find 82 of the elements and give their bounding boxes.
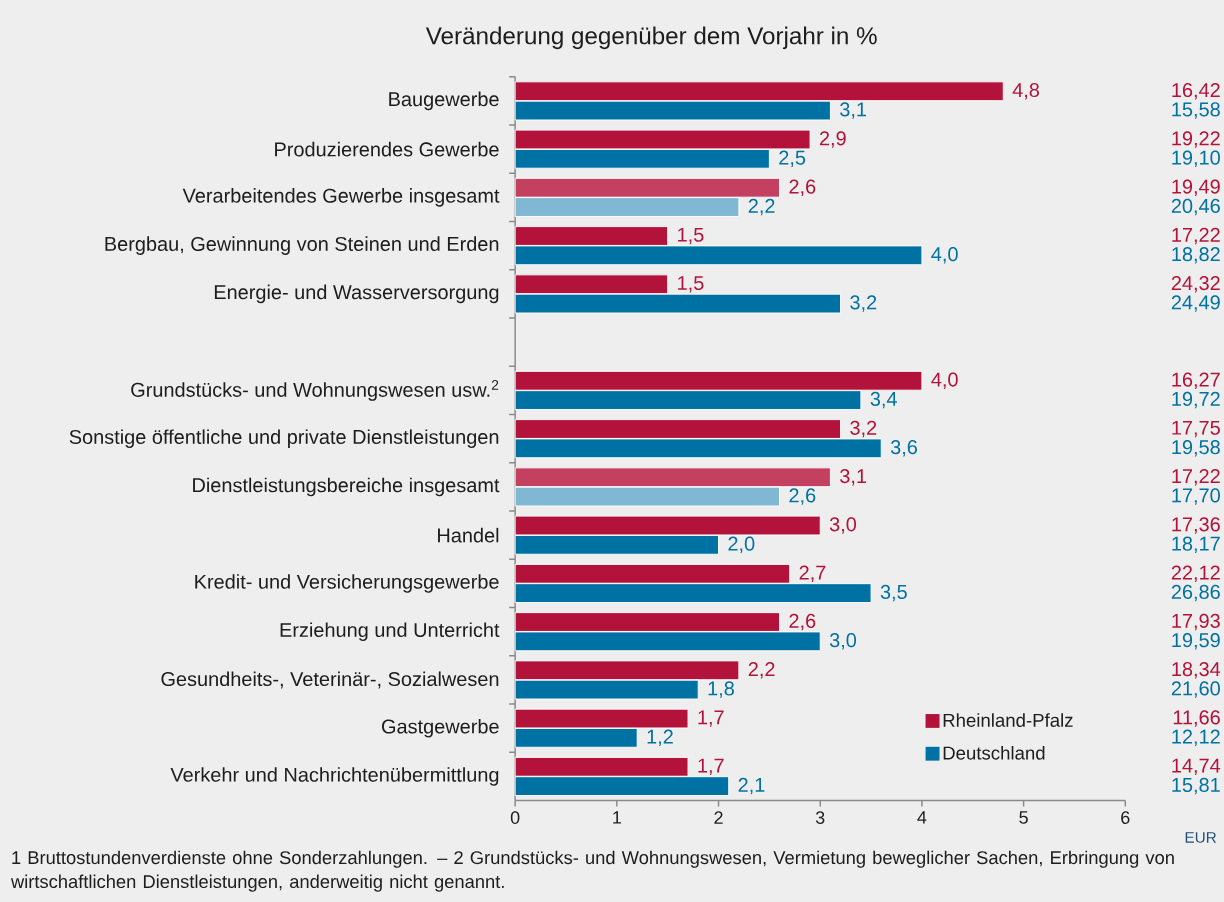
y-tick-label: Verkehr und Nachrichtenübermittlung — [170, 767, 499, 786]
data-label: 3,6 — [890, 439, 917, 457]
text: 16,27 — [1172, 372, 1220, 389]
chart-title: Veränderung gegenüber dem Vorjahr in % — [425, 26, 877, 50]
text: 16,42 — [1172, 82, 1220, 100]
legend-label: Rheinland-Pfalz — [943, 713, 1073, 727]
text: 17,75 — [1172, 420, 1220, 438]
text: 21,60 — [1171, 681, 1220, 698]
text: 20,46 — [1171, 198, 1220, 216]
y-tick-label: Erziehung und Unterricht — [280, 622, 500, 641]
text: 19,22 — [1172, 131, 1220, 148]
y-tick-label: Verarbeitendes Gewerbe insgesamt — [182, 187, 500, 207]
x-tick-label: 2 — [714, 811, 723, 824]
data-label: 3,2 — [850, 295, 877, 312]
x-tick-label: 4 — [917, 811, 927, 824]
x-tick-label: 0 — [510, 811, 520, 824]
text: 24,49 — [1171, 295, 1220, 312]
y-tick-label: Kredit- und Versicherungsgewerbe — [195, 574, 499, 593]
data-label: 3,1 — [840, 102, 867, 119]
text: 19,10 — [1172, 150, 1220, 167]
data-label: 3,0 — [829, 632, 857, 650]
data-label: 2,0 — [728, 536, 755, 553]
text: 22,12 — [1171, 565, 1220, 582]
legend-label: Deutschland — [943, 745, 1045, 760]
text: 17,93 — [1172, 613, 1220, 631]
data-label: 1,5 — [678, 276, 704, 293]
text: 19,59 — [1172, 632, 1220, 650]
data-label: 2,2 — [748, 661, 775, 679]
text: 26,86 — [1171, 584, 1220, 602]
y-tick-label: Produzierendes Gewerbe — [275, 141, 499, 157]
text: 17,22 — [1172, 468, 1220, 486]
data-label: 1,5 — [678, 227, 704, 245]
data-label: 2,2 — [748, 198, 775, 216]
y-tick-label: Baugewerbe — [389, 91, 499, 111]
y-tick-label: Gastgewerbe — [382, 718, 499, 738]
data-label: 1,7 — [698, 710, 724, 727]
data-label: 4,0 — [931, 246, 958, 264]
data-label: 3,4 — [870, 391, 897, 409]
y-tick-label: Energie- und Wasserversorgung — [214, 284, 499, 304]
data-label: 2,1 — [738, 777, 765, 795]
data-label: 3,1 — [840, 468, 867, 486]
text: 14,74 — [1172, 758, 1221, 775]
y-tick-label: Sonstige öffentliche und private Dienstleistungen — [69, 429, 499, 448]
data-label: 2,5 — [779, 150, 806, 167]
data-label: 3,0 — [829, 517, 857, 534]
y-tick-label: Gesundheits-, Veterinär-, Sozialwesen — [161, 671, 499, 689]
data-label: 1,2 — [647, 729, 673, 746]
text: EUR — [1185, 832, 1217, 843]
text: 17,70 — [1172, 488, 1220, 505]
data-label: 4,0 — [931, 372, 958, 389]
text: 18,34 — [1172, 661, 1221, 679]
text: 15,81 — [1172, 777, 1220, 795]
text: 15,58 — [1172, 102, 1220, 119]
text: 19,72 — [1172, 391, 1220, 409]
data-label: 2,9 — [819, 131, 846, 148]
text: 18,17 — [1172, 536, 1220, 553]
text: 1 Bruttostundenverdienste ohne Sonderzahlungen. – 2 Grundstücks- und Wohnungswesen, Vermietung beweglicher Sachen, Erbringung von wirtschaftlichen Dienstleistungen, anderweitig nicht genannt. — [10, 850, 1174, 892]
data-label: 3,5 — [880, 584, 907, 602]
y-tick-label: Handel — [438, 527, 499, 543]
data-label: 3,2 — [850, 420, 877, 438]
x-tick-label: 6 — [1121, 811, 1130, 824]
y-tick-label: Bergbau, Gewinnung von Steinen und Erden — [105, 236, 499, 255]
x-tick-label: 3 — [815, 811, 825, 824]
data-label: 2,7 — [799, 565, 826, 582]
data-label: 1,7 — [698, 758, 724, 775]
x-tick-label: 1 — [613, 811, 621, 824]
x-tick-label: 5 — [1019, 811, 1028, 824]
text: 19,49 — [1172, 179, 1220, 196]
text: 19,58 — [1172, 439, 1220, 457]
data-label: 2,6 — [789, 613, 816, 631]
data-label: 2,6 — [789, 488, 816, 505]
text: 24,32 — [1171, 275, 1220, 293]
text: 12,12 — [1172, 729, 1220, 746]
data-label: 2,6 — [789, 179, 816, 196]
y-tick-label: Grundstücks- und Wohnungswesen usw.$^{2}$ — [131, 379, 499, 401]
text: 17,36 — [1172, 517, 1220, 534]
data-label: 1,8 — [708, 681, 734, 698]
y-tick-label: Dienstleistungsbereiche insgesamt — [193, 477, 500, 497]
text: 18,82 — [1172, 246, 1220, 264]
data-label: 4,8 — [1012, 82, 1040, 100]
text: 11,66 — [1173, 710, 1220, 727]
text: 17,22 — [1172, 227, 1220, 245]
